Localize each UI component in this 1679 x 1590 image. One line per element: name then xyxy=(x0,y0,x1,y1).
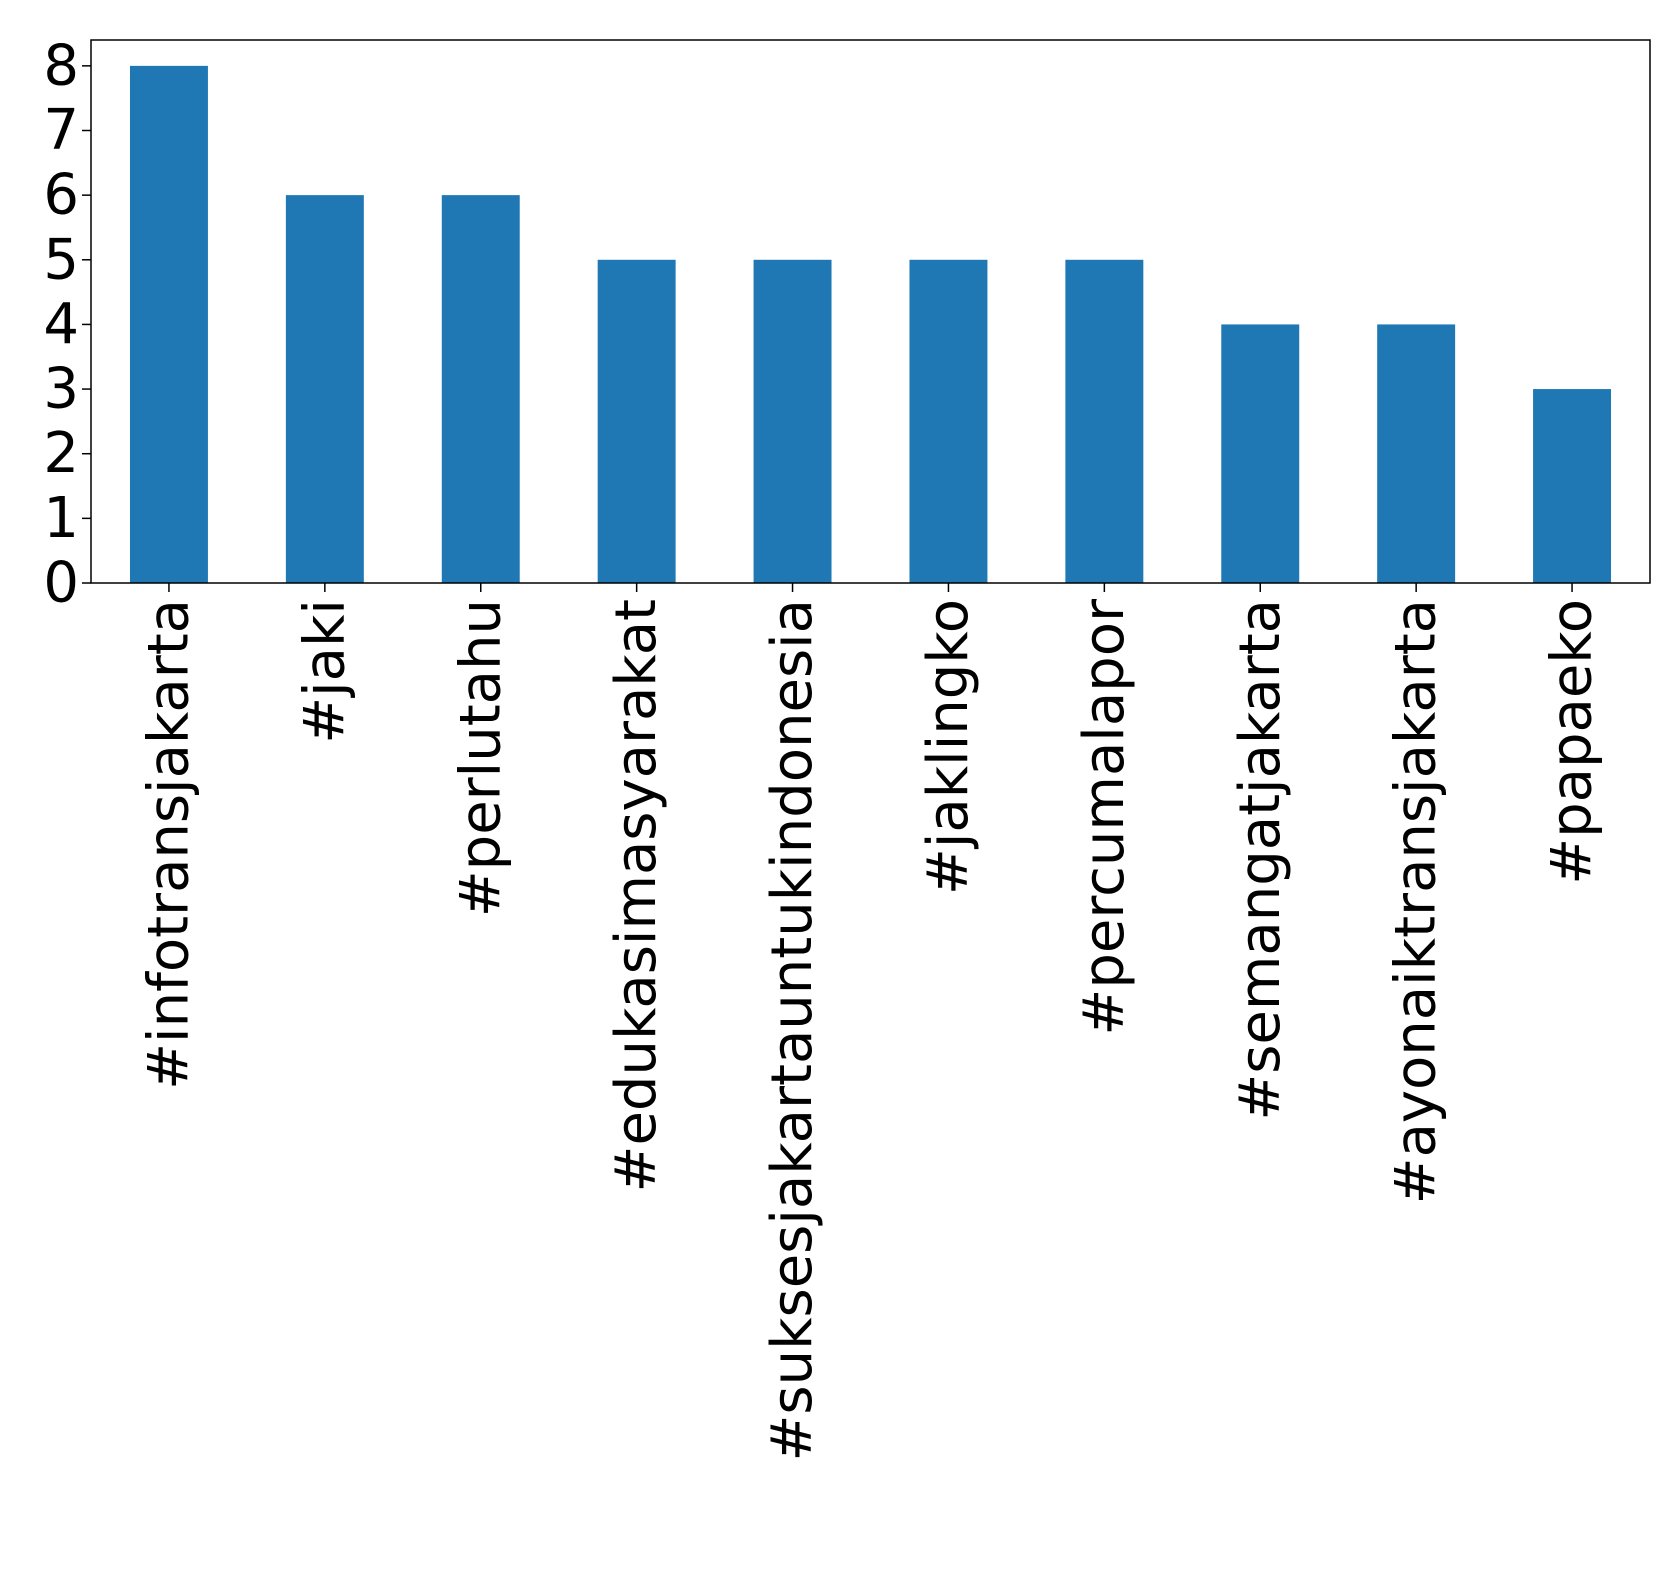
x-tick-label: #suksesjakartauntukindonesia xyxy=(760,599,825,1461)
x-tick-label: #percumalapor xyxy=(1072,598,1137,1036)
y-tick-label: 2 xyxy=(43,421,79,486)
x-tick-label: #ayonaiktransjakarta xyxy=(1384,599,1449,1204)
bar-suksesjakartauntukindonesia xyxy=(753,259,832,583)
x-axis: #infotransjakarta #jaki #perlutahu #edukasi… xyxy=(136,583,1605,1461)
x-tick-label: #infotransjakarta xyxy=(136,599,201,1090)
bar-infotransjakarta xyxy=(129,65,208,584)
y-tick-label: 5 xyxy=(43,227,79,292)
plot-frame xyxy=(90,39,1651,584)
y-tick-label: 1 xyxy=(43,486,79,551)
bar-papaeko xyxy=(1533,389,1612,583)
y-tick-label: 4 xyxy=(43,292,79,357)
x-tick-label: #jaki xyxy=(292,599,357,744)
y-tick-label: 8 xyxy=(43,33,79,98)
bar-ayonaiktransjakarta xyxy=(1377,324,1456,583)
y-tick-label: 6 xyxy=(43,163,79,228)
x-tick-label: #edukasimasyarakat xyxy=(604,599,669,1192)
bar-semangatjakarta xyxy=(1221,324,1300,583)
x-tick-label: #perlutahu xyxy=(448,599,513,917)
x-tick-label: #jaklingko xyxy=(916,599,981,895)
x-tick-label: #semangatjakarta xyxy=(1228,599,1293,1121)
y-tick-label: 7 xyxy=(43,98,79,163)
bar-jaki xyxy=(285,195,364,583)
y-tick-label: 0 xyxy=(43,551,79,616)
x-tick-label: #papaeko xyxy=(1540,599,1605,885)
bars-group xyxy=(129,65,1612,584)
bar-edukasimasyarakat xyxy=(597,259,676,583)
bar-jaklingko xyxy=(909,259,988,583)
bar-percumalapor xyxy=(1065,259,1144,583)
y-tick-label: 3 xyxy=(43,357,79,422)
bar-perlutahu xyxy=(441,195,520,583)
